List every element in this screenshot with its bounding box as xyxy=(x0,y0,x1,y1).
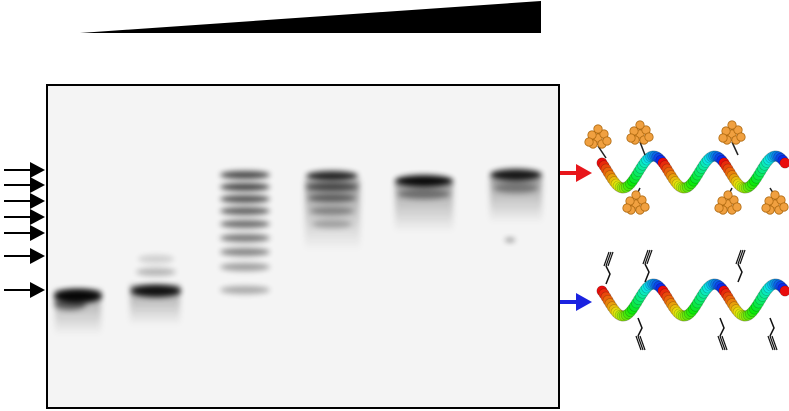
dye-atom xyxy=(626,133,636,143)
gel-band xyxy=(138,255,174,263)
arrow-head xyxy=(30,248,45,264)
red-arrow-head xyxy=(576,164,592,182)
alkyne-bond xyxy=(607,251,614,267)
linker xyxy=(639,141,646,156)
dye-atom xyxy=(644,132,654,142)
dye-atom xyxy=(727,120,737,130)
arrow-head xyxy=(30,193,45,209)
gel-band xyxy=(312,220,352,228)
dye-atom xyxy=(761,203,771,213)
gel-band xyxy=(395,175,453,187)
gel-band xyxy=(398,189,450,199)
alkyne-bond xyxy=(721,335,728,351)
gel-band xyxy=(310,207,354,215)
alkyne-bond xyxy=(605,251,612,267)
gel-band xyxy=(220,234,270,242)
band-arrows xyxy=(4,162,45,298)
dye-atom xyxy=(732,202,742,212)
dye-atom xyxy=(714,203,724,213)
gel-band xyxy=(308,194,356,202)
gel-frame xyxy=(46,84,560,409)
alkyne-bond xyxy=(739,249,746,265)
gel-band xyxy=(220,207,270,215)
linker xyxy=(597,145,607,159)
gel-band xyxy=(220,248,270,256)
gel-band xyxy=(490,169,542,181)
alkyne-bond xyxy=(603,251,610,267)
gel-band xyxy=(494,183,538,193)
gel-band xyxy=(136,268,176,276)
blue-arrow-head xyxy=(576,293,592,311)
gel-band xyxy=(306,183,358,191)
dye-atom xyxy=(584,137,594,147)
arrow-head xyxy=(30,225,45,241)
alkyne-bond xyxy=(719,335,726,351)
alkyne-bond xyxy=(635,335,642,351)
dye-atom xyxy=(723,190,733,200)
dye-atom xyxy=(736,132,746,142)
residue xyxy=(779,285,789,297)
alkyne-bond xyxy=(646,249,653,265)
gel-band xyxy=(131,285,181,297)
alkyne-bond xyxy=(769,335,776,351)
gel-band xyxy=(220,263,270,271)
arrow-head xyxy=(30,282,45,298)
dye-atom xyxy=(635,120,645,130)
alkyne xyxy=(719,317,725,337)
gel-band xyxy=(220,286,270,294)
arrow-head xyxy=(30,209,45,225)
gel-bands xyxy=(54,169,542,335)
gel-band xyxy=(306,171,358,181)
gel-band xyxy=(220,195,270,203)
residue xyxy=(779,157,789,169)
dye-atom xyxy=(602,136,612,146)
alkyne-bond xyxy=(767,335,774,351)
peptide-schematics xyxy=(584,120,789,351)
dye-atom xyxy=(640,202,650,212)
alkyne xyxy=(769,317,775,337)
alkyne-bond xyxy=(639,335,646,351)
gel-band xyxy=(505,238,515,242)
linker xyxy=(731,141,739,156)
alkyne-bond xyxy=(637,335,644,351)
alkyne xyxy=(737,263,743,283)
arrow-head xyxy=(30,177,45,193)
alkyne-bond xyxy=(771,335,778,351)
gel-smear xyxy=(305,180,360,250)
dye-atom xyxy=(770,190,780,200)
alkyne xyxy=(637,317,643,337)
dye-atom xyxy=(622,203,632,213)
gel-band xyxy=(54,298,86,310)
gel-band xyxy=(220,183,270,191)
alkyne-bond xyxy=(717,335,724,351)
dye-atom xyxy=(718,133,728,143)
alkyne-bond xyxy=(735,249,742,265)
gel-band xyxy=(220,171,270,179)
concentration-wedge xyxy=(80,1,541,33)
dye-atom xyxy=(593,124,603,134)
alkyne xyxy=(605,265,611,285)
gel-band xyxy=(220,220,270,228)
alkyne-bond xyxy=(644,249,651,265)
alkyne-bond xyxy=(737,249,744,265)
arrow-head xyxy=(30,162,45,178)
dye-atom xyxy=(779,202,789,212)
alkyne xyxy=(644,263,650,283)
dye-atom xyxy=(631,190,641,200)
alkyne-bond xyxy=(642,249,649,265)
